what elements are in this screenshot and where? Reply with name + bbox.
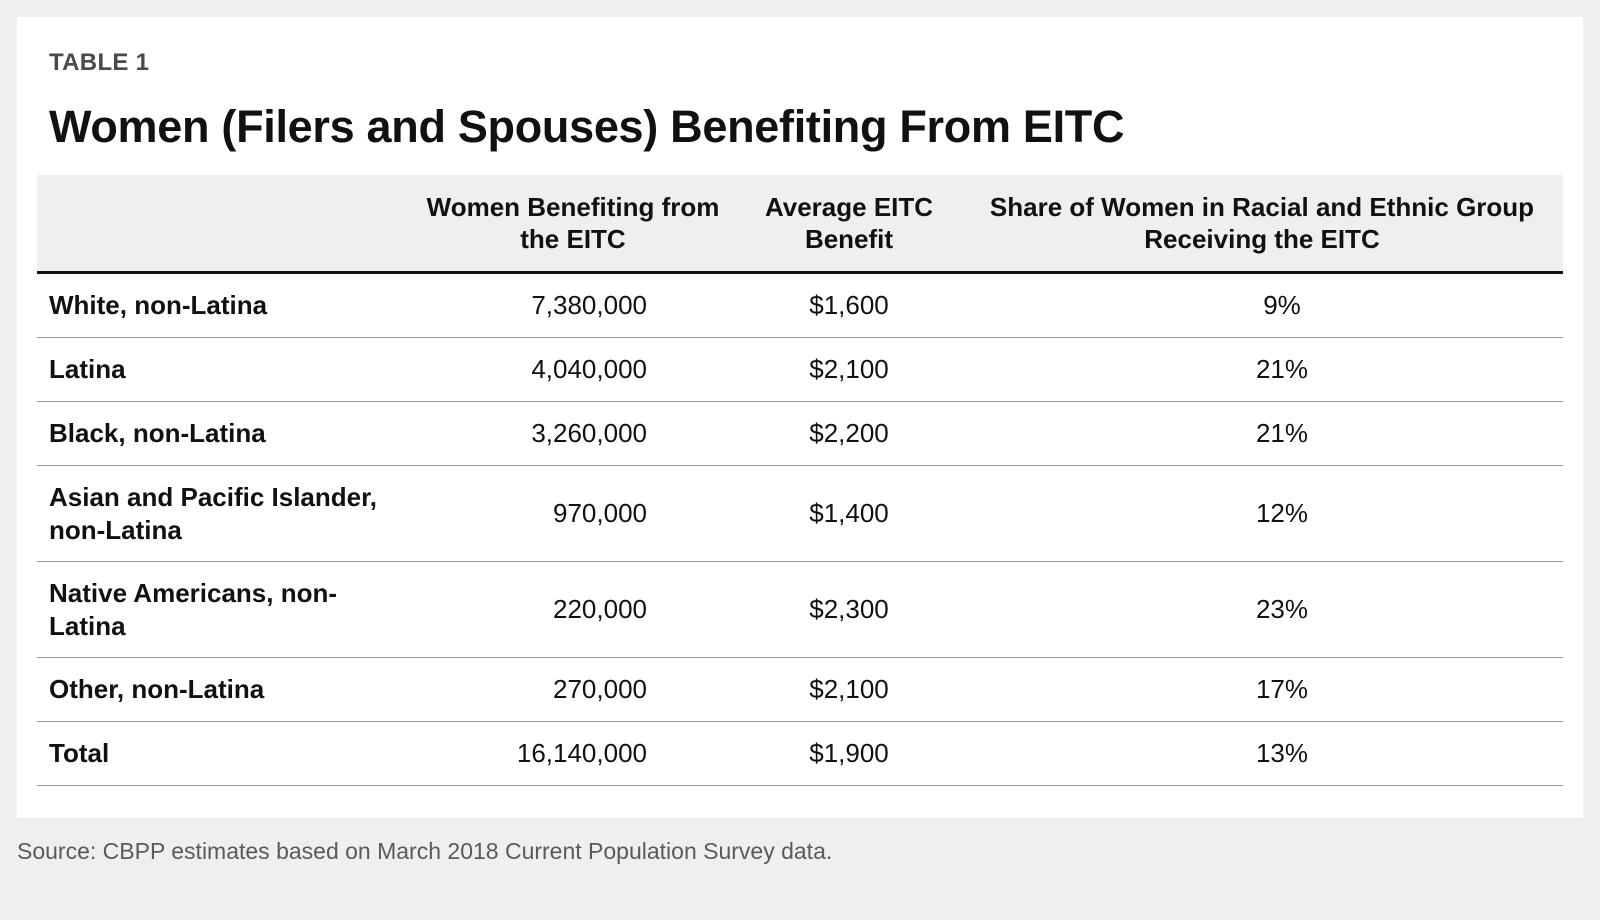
row-average-benefit: $2,100: [809, 674, 889, 704]
row-average-benefit: $1,900: [809, 738, 889, 768]
table-header: Women Benefiting from the EITC Average E…: [37, 175, 1563, 273]
row-share: 17%: [1255, 674, 1309, 704]
row-women-count: 7,380,000: [531, 290, 647, 320]
row-share: 9%: [1263, 290, 1301, 320]
row-average-benefit: $2,200: [809, 418, 889, 448]
row-women-count: 970,000: [553, 498, 647, 528]
table-row: White, non-Latina 7,380,000 $1,600 9%: [37, 273, 1563, 338]
header-average-benefit: Average EITC Benefit: [764, 192, 934, 254]
row-share: 13%: [1255, 738, 1309, 768]
table-row: Other, non-Latina 270,000 $2,100 17%: [37, 658, 1563, 722]
row-share: 21%: [1255, 418, 1309, 448]
row-group: Other, non-Latina: [49, 674, 265, 704]
row-group: Asian and Pacific Islander, non-Latina: [49, 481, 378, 545]
table-title: Women (Filers and Spouses) Benefiting Fr…: [49, 101, 1125, 152]
table-row-total: Total 16,140,000 $1,900 13%: [37, 722, 1563, 786]
table-row: Native Americans, non-Latina 220,000 $2,…: [37, 562, 1563, 658]
row-group: Total: [49, 738, 110, 768]
table-row: Latina 4,040,000 $2,100 21%: [37, 338, 1563, 402]
row-average-benefit: $1,400: [809, 498, 889, 528]
row-women-count: 4,040,000: [531, 354, 647, 384]
row-average-benefit: $2,100: [809, 354, 889, 384]
table-number: TABLE 1: [49, 49, 150, 76]
row-women-count: 3,260,000: [531, 418, 647, 448]
source-note: Source: CBPP estimates based on March 20…: [17, 838, 833, 864]
table-row: Asian and Pacific Islander, non-Latina 9…: [37, 466, 1563, 562]
table-row: Black, non-Latina 3,260,000 $2,200 21%: [37, 402, 1563, 466]
row-group: Black, non-Latina: [49, 418, 266, 448]
row-average-benefit: $1,600: [809, 290, 889, 320]
row-women-count: 270,000: [553, 674, 647, 704]
row-group: White, non-Latina: [49, 290, 268, 320]
row-share: 23%: [1255, 594, 1309, 624]
row-average-benefit: $2,300: [809, 594, 889, 624]
header-row: Women Benefiting from the EITC Average E…: [37, 175, 1563, 273]
header-group: [37, 175, 409, 273]
row-group: Latina: [49, 354, 126, 384]
row-share: 21%: [1255, 354, 1309, 384]
row-share: 12%: [1255, 498, 1309, 528]
header-women-benefiting: Women Benefiting from the EITC: [426, 192, 720, 254]
row-group: Native Americans, non-Latina: [49, 577, 338, 641]
header-share-receiving: Share of Women in Racial and Ethnic Grou…: [989, 192, 1535, 254]
row-women-count: 220,000: [553, 594, 647, 624]
table-card: TABLE 1 Women (Filers and Spouses) Benef…: [17, 17, 1583, 818]
row-women-count: 16,140,000: [516, 738, 647, 768]
table-body: White, non-Latina 7,380,000 $1,600 9% La…: [37, 273, 1563, 786]
eitc-table: Women Benefiting from the EITC Average E…: [37, 175, 1563, 786]
